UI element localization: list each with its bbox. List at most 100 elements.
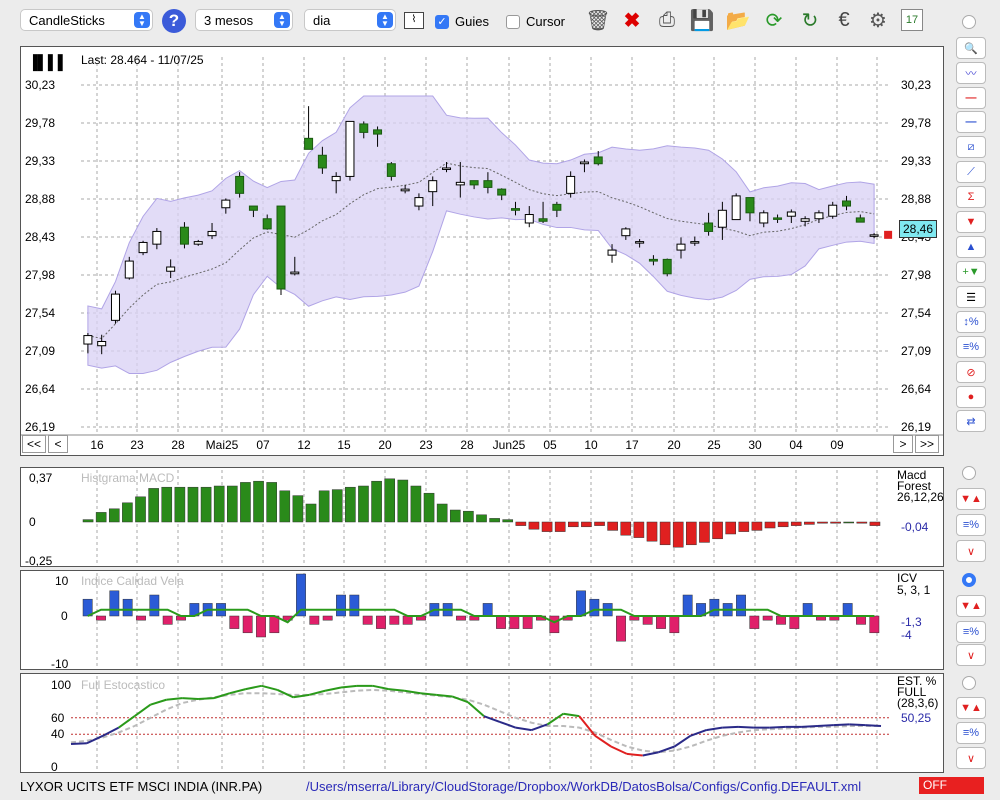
icv-radio[interactable]: [962, 573, 976, 587]
swap-icon[interactable]: ⇄: [956, 410, 986, 432]
stoch-k-segment: [229, 688, 246, 695]
candle: [814, 212, 824, 220]
candle: [469, 180, 479, 186]
icv-panel[interactable]: 10 0 -10 Indice Calidad Vela ICV 5, 3, 1 -…: [20, 570, 944, 670]
nav-next-far[interactable]: >>: [915, 435, 939, 453]
stoch-k-segment: [563, 712, 580, 718]
arrow-down-icon[interactable]: ▼: [956, 211, 986, 233]
macd-bar: [502, 519, 514, 523]
main-radio[interactable]: [962, 15, 976, 29]
price-chart[interactable]: 30,23 30,23 29,78 29,78 29,33 29,33 28,88 28,88…: [21, 47, 943, 455]
bands-icon[interactable]: 〰: [956, 62, 986, 84]
stop-icon[interactable]: ⊘: [956, 361, 986, 383]
macd-bar: [476, 514, 487, 523]
icv-bar: [709, 598, 720, 617]
stoch-signals-icon[interactable]: ▼▲: [956, 697, 986, 719]
macd-percent-icon[interactable]: ≡%: [956, 514, 986, 536]
delete-icon[interactable]: ✖: [623, 9, 641, 32]
y-tick-right: 27,54: [901, 306, 931, 320]
icv-bar: [749, 615, 760, 629]
stochastic-panel[interactable]: 100 60 40 0 Full Estocastico EST. % FULL (2…: [20, 673, 944, 773]
arrow-up-icon[interactable]: ▲: [956, 236, 986, 258]
icv-value-2: -4: [901, 628, 912, 642]
stoch-k-segment: [150, 698, 167, 706]
lines-icon[interactable]: ☰: [956, 286, 986, 308]
macd-panel[interactable]: 0,37 0 -0,25 Histgrama MACD Macd Forest 26…: [20, 467, 944, 567]
print-icon[interactable]: ⎙: [659, 8, 675, 31]
refresh-icon[interactable]: ⟳: [765, 9, 783, 32]
bollinger-band: [87, 95, 875, 375]
macd-histogram: 0,37 0 -0,25: [25, 470, 881, 566]
macd-signals-icon[interactable]: ▼▲: [956, 488, 986, 510]
icv-signals-icon[interactable]: ▼▲: [956, 595, 986, 617]
zoom-icon[interactable]: 🔍: [956, 37, 986, 59]
sync-icon[interactable]: ↻: [801, 9, 819, 32]
chart-type-select[interactable]: CandleSticks ▲ ▼: [20, 9, 153, 31]
candle: [97, 341, 107, 347]
instrument-name: LYXOR UCITS ETF MSCI INDIA (INR.PA): [20, 779, 263, 794]
icv-bar: [669, 615, 680, 634]
y-tick-right: 29,78: [901, 116, 931, 130]
candle: [124, 260, 134, 279]
save-icon[interactable]: 💾: [689, 9, 715, 32]
off-badge[interactable]: OFF: [919, 777, 984, 794]
nav-prev[interactable]: <: [48, 435, 68, 453]
gear-icon[interactable]: ⚙: [869, 9, 887, 32]
guides-checkbox[interactable]: ✓: [435, 15, 449, 29]
blue-line-icon[interactable]: —: [956, 111, 986, 133]
config-path[interactable]: /Users/mserra/Library/CloudStorage/Dropb…: [306, 779, 862, 794]
trendline-icon[interactable]: ⟋: [956, 161, 986, 183]
help-icon[interactable]: ?: [162, 9, 186, 33]
nav-prev-far[interactable]: <<: [22, 435, 46, 453]
candle: [621, 228, 631, 237]
icv-bar: [776, 615, 786, 625]
candle: [304, 137, 314, 150]
icv-bar: [522, 615, 533, 629]
x-tick: Jun25: [493, 438, 526, 452]
icv-bar: [122, 598, 133, 617]
red-line-icon[interactable]: —: [956, 87, 986, 109]
candle: [497, 188, 507, 196]
stoch-curve-icon[interactable]: ∨: [956, 747, 986, 769]
record-icon[interactable]: ●: [956, 386, 986, 408]
stoch-k-segment: [515, 726, 532, 732]
price-chart-panel[interactable]: 30,23 30,23 29,78 29,78 29,33 29,33 28,88 28,88…: [20, 46, 944, 456]
channel-icon[interactable]: ⧄: [956, 136, 986, 158]
candle: [179, 226, 189, 245]
period-select[interactable]: 3 mesos ▲ ▼: [195, 9, 293, 31]
macd-bar: [712, 521, 723, 540]
add-signal-icon[interactable]: +▼: [956, 261, 986, 283]
x-tick: 12: [297, 438, 311, 452]
icv-bar: [336, 594, 346, 617]
percent-range-icon[interactable]: ↕%: [956, 311, 986, 333]
macd-bar: [751, 521, 763, 531]
candle: [152, 230, 162, 245]
stoch-radio[interactable]: [962, 676, 976, 690]
macd-bar: [305, 503, 317, 523]
stoch-percent-icon[interactable]: ≡%: [956, 722, 986, 744]
calendar-icon[interactable]: 17: [901, 9, 923, 31]
candle: [648, 258, 658, 262]
y-tick-left: 26,64: [25, 382, 55, 396]
percent-lines-icon[interactable]: ≡%: [956, 336, 986, 358]
macd-radio[interactable]: [962, 466, 976, 480]
cursor-checkbox[interactable]: [506, 15, 520, 29]
icv-percent-icon[interactable]: ≡%: [956, 621, 986, 643]
folder-open-icon[interactable]: 📂: [725, 9, 751, 32]
macd-curve-icon[interactable]: ∨: [956, 540, 986, 562]
x-tick: 23: [130, 438, 144, 452]
euro-icon[interactable]: €: [838, 8, 850, 31]
trash-icon[interactable]: 🗑: [585, 9, 611, 32]
interval-select[interactable]: dia ▲ ▼: [304, 9, 396, 31]
x-tick: 20: [667, 438, 681, 452]
stoch-k-segment: [865, 724, 882, 727]
price-badge: 28,46: [899, 220, 937, 238]
macd-bar: [869, 521, 881, 526]
icv-curve-icon[interactable]: ∨: [956, 644, 986, 666]
chart-window-icon[interactable]: ⌇: [404, 12, 424, 29]
nav-next[interactable]: >: [893, 435, 913, 453]
icv-bar: [109, 590, 120, 617]
icv-bar: [376, 615, 386, 629]
sigma-icon[interactable]: Σ: [956, 186, 986, 208]
stoch-k-segment: [594, 735, 612, 748]
